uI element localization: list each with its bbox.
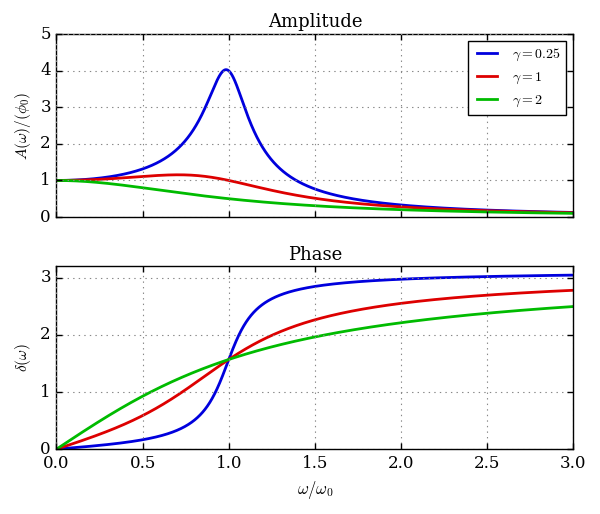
$\gamma = 0.25$ (143, 164, 150, 171)
Line: $\gamma = 0.25$: $\gamma = 0.25$ (56, 275, 574, 449)
$\gamma = 2$ (53, 446, 60, 452)
Title: Amplitude: Amplitude (268, 13, 362, 31)
$\gamma = 0.25$ (223, 67, 230, 73)
$\gamma = 2$ (53, 177, 60, 183)
$\gamma = 0.25$ (560, 272, 567, 279)
Line: $\gamma = 0.25$: $\gamma = 0.25$ (56, 70, 574, 212)
Line: $\gamma = 1$: $\gamma = 1$ (56, 175, 574, 213)
Y-axis label: $A(\omega)/(\phi_0)$: $A(\omega)/(\phi_0)$ (13, 91, 34, 160)
$\gamma = 2$ (112, 408, 119, 414)
$\gamma = 1$ (570, 210, 577, 216)
$\gamma = 1$ (251, 341, 259, 347)
$\gamma = 0.25$ (504, 273, 511, 279)
$\gamma = 0.25$ (143, 436, 150, 442)
Y-axis label: $\delta(\omega)$: $\delta(\omega)$ (13, 343, 34, 372)
$\gamma = 1$ (504, 208, 511, 214)
$\gamma = 0.25$ (251, 308, 259, 314)
Line: $\gamma = 1$: $\gamma = 1$ (56, 290, 574, 449)
Line: $\gamma = 2$: $\gamma = 2$ (56, 306, 574, 449)
$\gamma = 1$ (504, 291, 511, 297)
$\gamma = 1$ (274, 330, 281, 336)
$\gamma = 0.25$ (560, 209, 567, 215)
$\gamma = 2$ (251, 198, 259, 205)
$\gamma = 0.25$ (53, 177, 60, 183)
$\gamma = 2$ (560, 304, 567, 310)
$\gamma = 2$ (560, 210, 567, 216)
$\gamma = 0.25$ (251, 130, 259, 136)
$\gamma = 2$ (112, 181, 119, 188)
$\gamma = 0.25$ (274, 163, 281, 169)
$\gamma = 0.25$ (112, 440, 119, 447)
$\gamma = 1$ (143, 411, 150, 417)
$\gamma = 0.25$ (112, 173, 119, 179)
$\gamma = 2$ (504, 209, 511, 215)
$\gamma = 1$ (560, 288, 567, 294)
$\gamma = 1$ (560, 210, 567, 216)
Legend: $\gamma = 0.25$, $\gamma = 1$, $\gamma = 2$: $\gamma = 0.25$, $\gamma = 1$, $\gamma =… (467, 41, 566, 115)
$\gamma = 2$ (143, 185, 150, 191)
$\gamma = 1$ (53, 177, 60, 183)
$\gamma = 1$ (570, 287, 577, 293)
$\gamma = 1$ (112, 425, 119, 431)
$\gamma = 2$ (570, 303, 577, 309)
$\gamma = 1$ (143, 173, 150, 179)
$\gamma = 0.25$ (570, 272, 577, 278)
$\gamma = 1$ (274, 189, 281, 195)
$\gamma = 1$ (53, 446, 60, 452)
$\gamma = 0.25$ (53, 446, 60, 452)
X-axis label: $\omega/\omega_0$: $\omega/\omega_0$ (297, 479, 333, 501)
$\gamma = 2$ (570, 210, 577, 216)
$\gamma = 2$ (274, 200, 281, 206)
$\gamma = 1$ (175, 172, 182, 178)
$\gamma = 2$ (504, 308, 511, 315)
Title: Phase: Phase (288, 246, 342, 264)
$\gamma = 0.25$ (504, 208, 511, 214)
$\gamma = 2$ (274, 342, 281, 348)
$\gamma = 0.25$ (570, 209, 577, 215)
$\gamma = 0.25$ (274, 293, 281, 299)
$\gamma = 2$ (251, 348, 259, 355)
$\gamma = 2$ (143, 391, 150, 397)
$\gamma = 1$ (251, 183, 259, 190)
$\gamma = 1$ (112, 175, 119, 181)
Line: $\gamma = 2$: $\gamma = 2$ (56, 180, 574, 213)
